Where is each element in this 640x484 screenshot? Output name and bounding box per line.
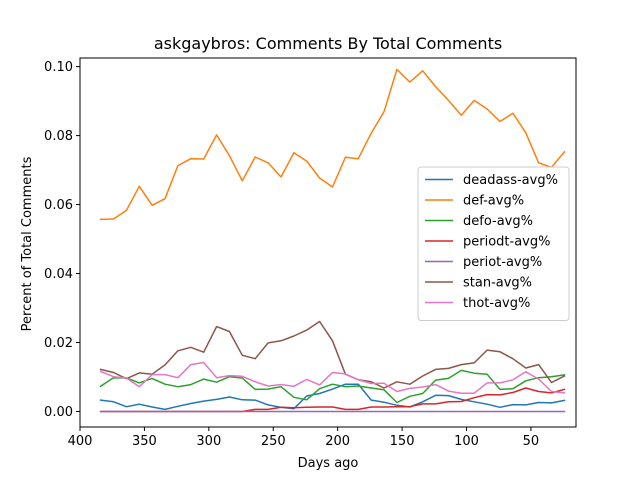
legend: deadass-avg% def-avg% defo-avg% periodt-avg… — [417, 166, 570, 321]
x-tick-label: 400 — [68, 434, 93, 449]
series-line-def-avg — [99, 68, 566, 221]
legend-label: defo-avg% — [463, 214, 533, 229]
legend-label: periot-avg% — [463, 255, 542, 270]
y-tick-label: 0.04 — [44, 267, 73, 282]
x-tick-label: 250 — [261, 434, 286, 449]
plot-frame — [79, 57, 577, 428]
x-tick-label: 300 — [196, 434, 221, 449]
legend-label: deadass-avg% — [463, 173, 558, 188]
y-axis-label: Percent of Total Comments — [20, 156, 35, 331]
y-axis: 0.00 0.02 0.04 0.06 0.08 0.10 — [44, 60, 80, 420]
series-line-thot-avg — [99, 361, 566, 394]
series-line-deadass-avg — [99, 383, 566, 411]
series-line-defo-avg — [99, 369, 566, 404]
x-tick-label: 200 — [325, 434, 350, 449]
chart-title: askgaybros: Comments By Total Comments — [154, 34, 502, 53]
x-tick-label: 350 — [132, 434, 157, 449]
x-tick-label: 100 — [454, 434, 479, 449]
legend-label: def-avg% — [463, 194, 524, 209]
x-axis-label: Days ago — [298, 456, 359, 471]
x-axis: 400 350 300 250 200 150 100 50 — [68, 427, 540, 449]
x-tick-label: 150 — [390, 434, 415, 449]
legend-label: stan-avg% — [463, 276, 532, 291]
y-tick-label: 0.06 — [44, 198, 73, 213]
y-tick-label: 0.08 — [44, 129, 73, 144]
legend-box — [417, 166, 570, 321]
legend-label: periodt-avg% — [463, 235, 550, 250]
series-line-stan-avg — [99, 320, 566, 389]
y-tick-label: 0.00 — [44, 405, 73, 420]
legend-label: thot-avg% — [463, 296, 530, 311]
y-tick-label: 0.10 — [44, 60, 73, 75]
y-tick-label: 0.02 — [44, 336, 73, 351]
plot-area — [99, 68, 566, 413]
x-tick-label: 50 — [523, 434, 540, 449]
